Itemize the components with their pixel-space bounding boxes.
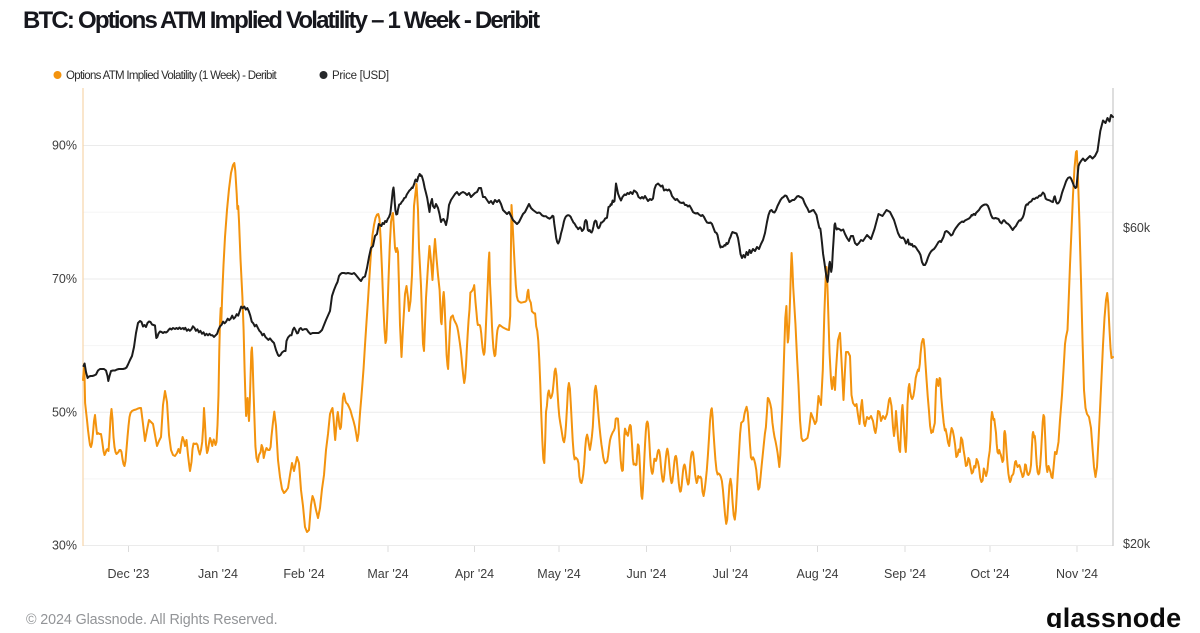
svg-text:$60k: $60k [1123,221,1151,235]
svg-text:Mar '24: Mar '24 [367,567,408,581]
svg-text:$20k: $20k [1123,537,1151,551]
svg-text:BTC: Options ATM Implied Volat: BTC: Options ATM Implied Volatility – 1 … [23,7,540,34]
svg-text:50%: 50% [52,405,77,419]
svg-text:© 2024 Glassnode. All Rights R: © 2024 Glassnode. All Rights Reserved. [26,612,278,628]
svg-text:90%: 90% [52,139,77,153]
svg-text:Price [USD]: Price [USD] [332,70,389,82]
svg-text:30%: 30% [52,539,77,553]
svg-text:Nov '24: Nov '24 [1056,567,1098,581]
svg-text:Jan '24: Jan '24 [198,567,238,581]
svg-text:May '24: May '24 [537,567,580,581]
svg-text:Jun '24: Jun '24 [627,567,667,581]
svg-text:glassnode: glassnode [1046,603,1181,628]
svg-text:70%: 70% [52,272,77,286]
svg-text:Apr '24: Apr '24 [455,567,494,581]
svg-text:Jul '24: Jul '24 [713,567,749,581]
svg-text:Dec '23: Dec '23 [108,567,150,581]
svg-text:Oct '24: Oct '24 [970,567,1009,581]
svg-text:Options ATM Implied Volatility: Options ATM Implied Volatility (1 Week) … [66,70,278,82]
svg-text:Sep '24: Sep '24 [884,567,926,581]
svg-text:Feb '24: Feb '24 [283,567,324,581]
svg-text:Aug '24: Aug '24 [796,567,838,581]
